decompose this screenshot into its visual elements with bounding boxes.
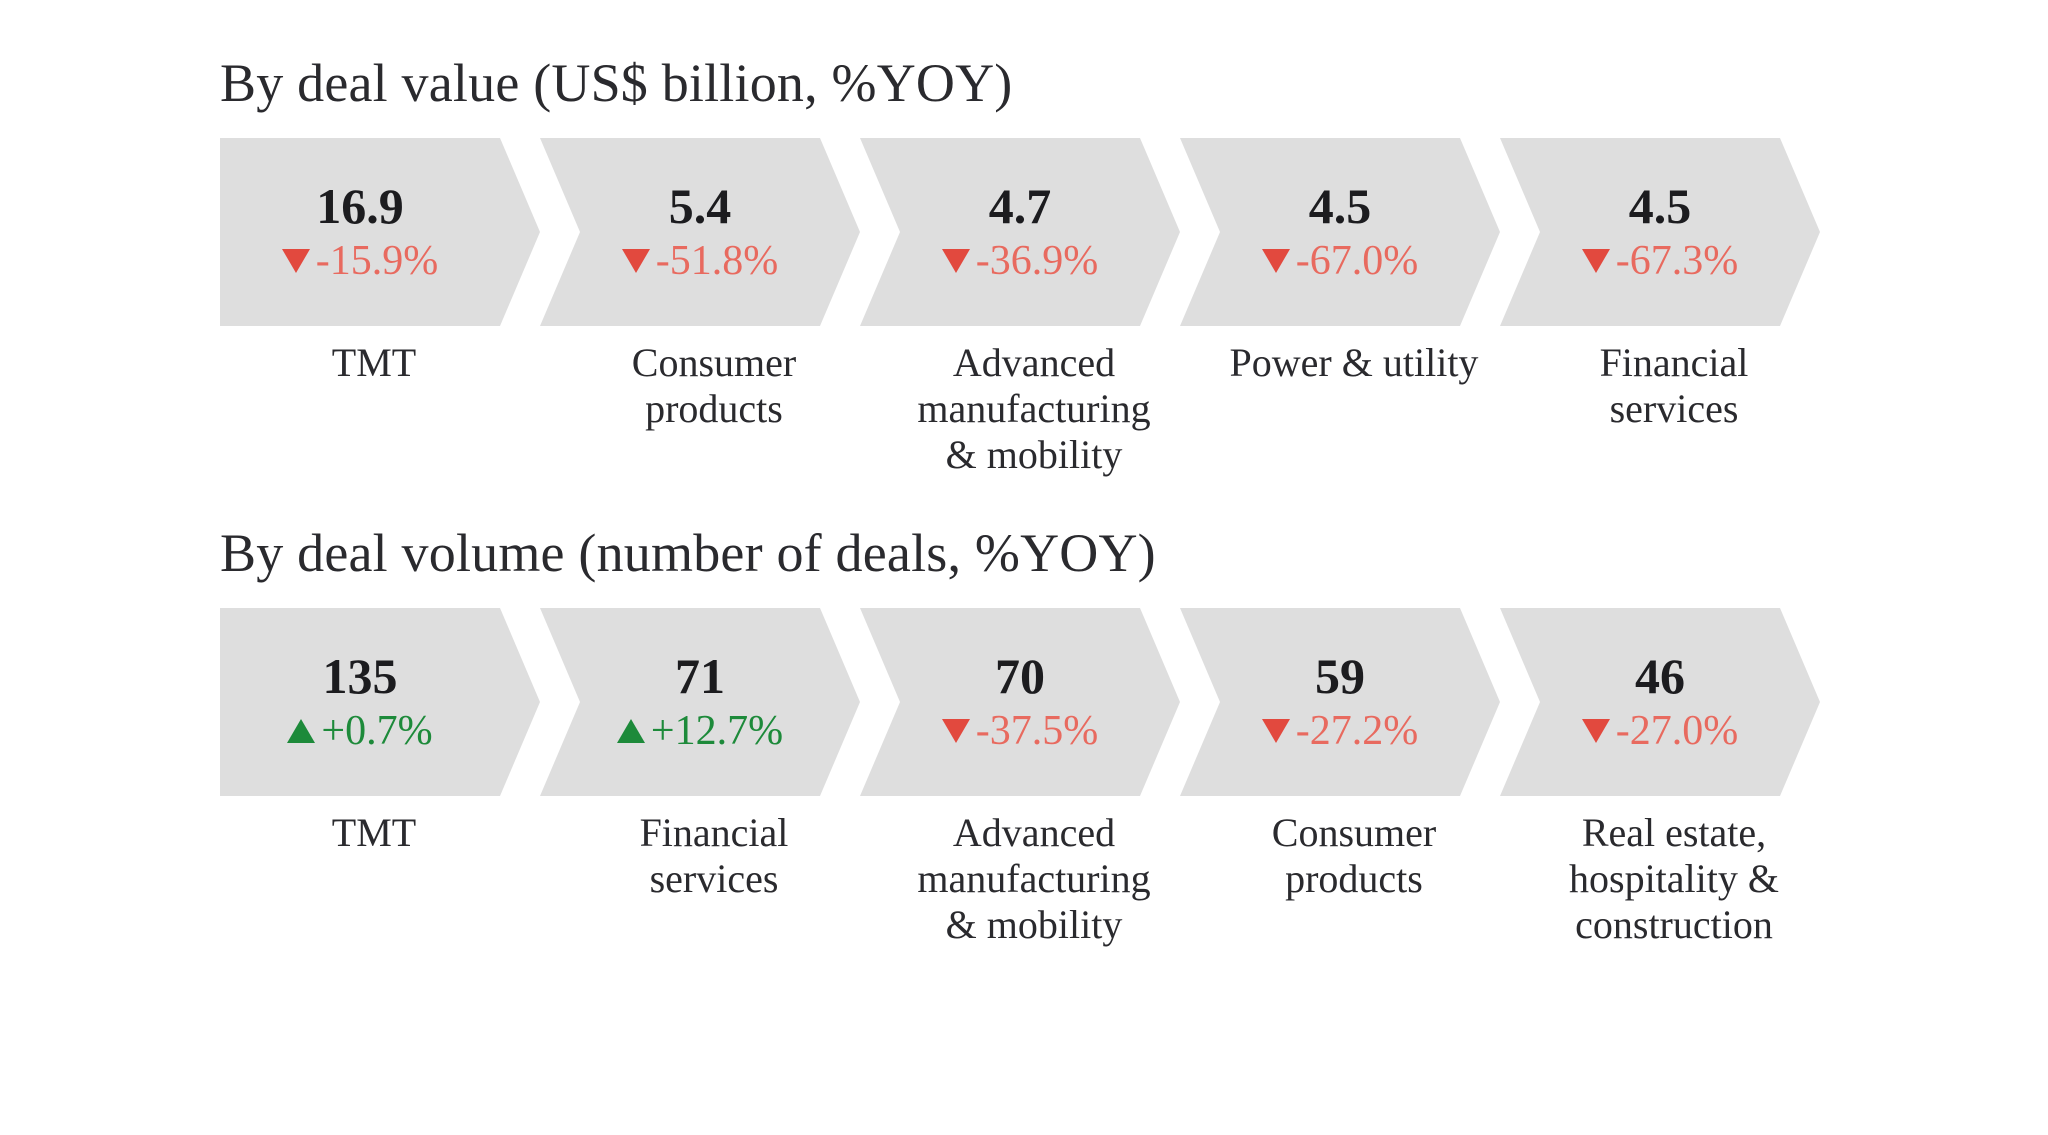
chevron-value: 4.5 — [1629, 180, 1692, 233]
labels-row-deal-value: TMT Consumer products Advanced manufactu… — [220, 340, 1828, 478]
chevron-label: TMT — [220, 340, 540, 478]
chevron-item: 71 +12.7% — [540, 608, 860, 796]
chevron-delta: -27.2% — [1262, 708, 1418, 754]
infographic-root: By deal value (US$ billion, %YOY) 16.9 -… — [0, 0, 2048, 988]
chevron-label: TMT — [220, 810, 540, 948]
chevron-item: 46 -27.0% — [1500, 608, 1820, 796]
chevron-label: Financial services — [540, 810, 860, 948]
triangle-up-icon — [287, 719, 315, 743]
labels-row-deal-volume: TMT Financial services Advanced manufact… — [220, 810, 1828, 948]
chevron-item: 4.7 -36.9% — [860, 138, 1180, 326]
chevron-delta: -36.9% — [942, 238, 1098, 284]
chevron-delta-text: +12.7% — [651, 708, 783, 754]
chevron-delta: +0.7% — [287, 708, 432, 754]
chevron-delta-text: -67.0% — [1296, 238, 1418, 284]
chevron-value: 46 — [1635, 650, 1685, 703]
chevron-delta: -67.3% — [1582, 238, 1738, 284]
chevron-label: Financial services — [1500, 340, 1820, 478]
chevron-value: 16.9 — [316, 180, 404, 233]
chevron-label: Consumer products — [540, 340, 860, 478]
chevron-row-deal-volume: 135 +0.7% 71 +12.7% — [220, 608, 1828, 796]
section-title-deal-volume: By deal volume (number of deals, %YOY) — [220, 522, 1828, 584]
chevron-delta-text: -51.8% — [656, 238, 778, 284]
triangle-down-icon — [622, 249, 650, 273]
chevron-delta: +12.7% — [617, 708, 783, 754]
chevron-value: 135 — [323, 650, 398, 703]
triangle-up-icon — [617, 719, 645, 743]
triangle-down-icon — [1582, 719, 1610, 743]
chevron-label: Advanced manufacturing & mobility — [860, 340, 1180, 478]
chevron-item: 59 -27.2% — [1180, 608, 1500, 796]
chevron-item: 4.5 -67.0% — [1180, 138, 1500, 326]
chevron-delta-text: -37.5% — [976, 708, 1098, 754]
chevron-delta: -51.8% — [622, 238, 778, 284]
chevron-value: 59 — [1315, 650, 1365, 703]
chevron-label: Power & utility — [1180, 340, 1500, 478]
triangle-down-icon — [942, 719, 970, 743]
chevron-item: 5.4 -51.8% — [540, 138, 860, 326]
chevron-row-deal-value: 16.9 -15.9% 5.4 -51.8% — [220, 138, 1828, 326]
triangle-down-icon — [1262, 719, 1290, 743]
chevron-delta: -15.9% — [282, 238, 438, 284]
triangle-down-icon — [1262, 249, 1290, 273]
chevron-item: 16.9 -15.9% — [220, 138, 540, 326]
chevron-delta-text: -67.3% — [1616, 238, 1738, 284]
chevron-value: 4.5 — [1309, 180, 1372, 233]
chevron-label: Real estate, hospitality & construction — [1500, 810, 1820, 948]
chevron-item: 70 -37.5% — [860, 608, 1180, 796]
triangle-down-icon — [942, 249, 970, 273]
section-title-deal-value: By deal value (US$ billion, %YOY) — [220, 52, 1828, 114]
chevron-item: 135 +0.7% — [220, 608, 540, 796]
chevron-delta-text: -36.9% — [976, 238, 1098, 284]
chevron-value: 5.4 — [669, 180, 732, 233]
chevron-delta-text: -27.0% — [1616, 708, 1738, 754]
chevron-label: Advanced manufacturing & mobility — [860, 810, 1180, 948]
chevron-delta: -37.5% — [942, 708, 1098, 754]
chevron-item: 4.5 -67.3% — [1500, 138, 1820, 326]
chevron-delta: -27.0% — [1582, 708, 1738, 754]
chevron-delta-text: -15.9% — [316, 238, 438, 284]
chevron-value: 71 — [675, 650, 725, 703]
chevron-delta-text: -27.2% — [1296, 708, 1418, 754]
chevron-label: Consumer products — [1180, 810, 1500, 948]
triangle-down-icon — [1582, 249, 1610, 273]
chevron-value: 70 — [995, 650, 1045, 703]
chevron-delta-text: +0.7% — [321, 708, 432, 754]
chevron-delta: -67.0% — [1262, 238, 1418, 284]
chevron-value: 4.7 — [989, 180, 1052, 233]
triangle-down-icon — [282, 249, 310, 273]
